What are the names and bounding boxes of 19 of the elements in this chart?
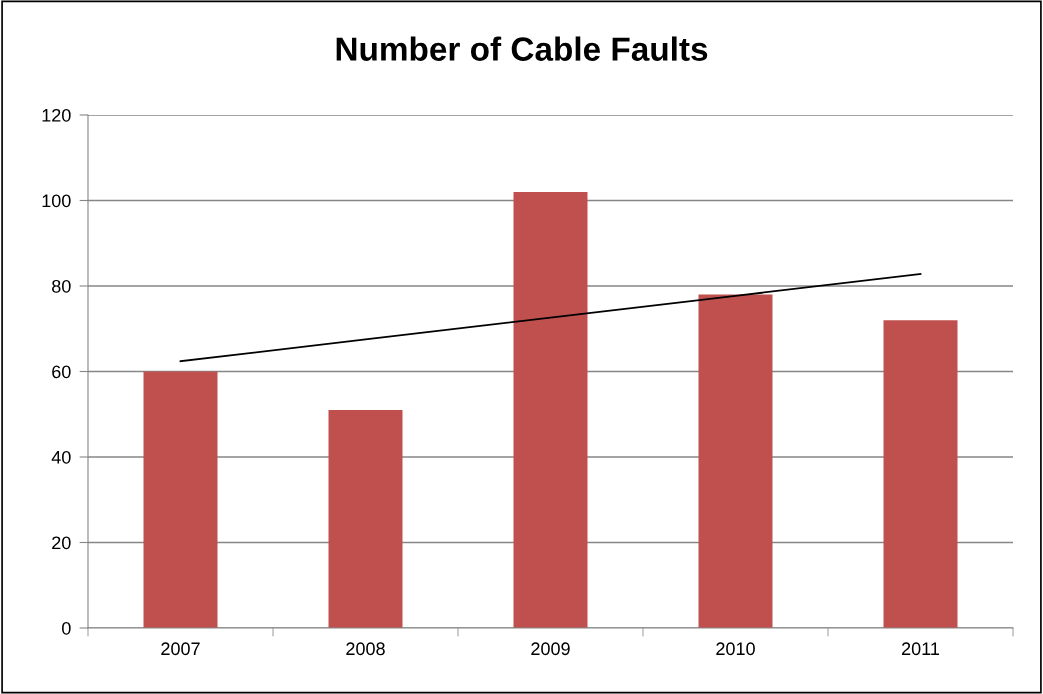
y-tick-label: 20 [52,536,71,550]
y-tick-label: 40 [51,450,71,464]
y-tick-label: 100 [42,194,71,208]
bar [513,191,588,628]
bar [143,371,218,628]
line-series [179,273,922,363]
y-tick-label: 0 [62,621,71,635]
x-tick-label: 2008 [346,642,385,656]
y-tick-label: 60 [52,365,71,379]
x-tick-label: 2010 [716,642,755,656]
bar [883,320,958,628]
x-tick-label: 2011 [901,642,940,656]
x-tick-label: 2009 [531,642,570,656]
y-tick-label: 80 [52,279,71,293]
bar [698,294,773,628]
chart-title: Number of Cable Faults [336,36,708,61]
y-tick-label: 120 [42,108,71,122]
x-tick-label: 2007 [161,642,200,656]
bar [328,409,403,628]
